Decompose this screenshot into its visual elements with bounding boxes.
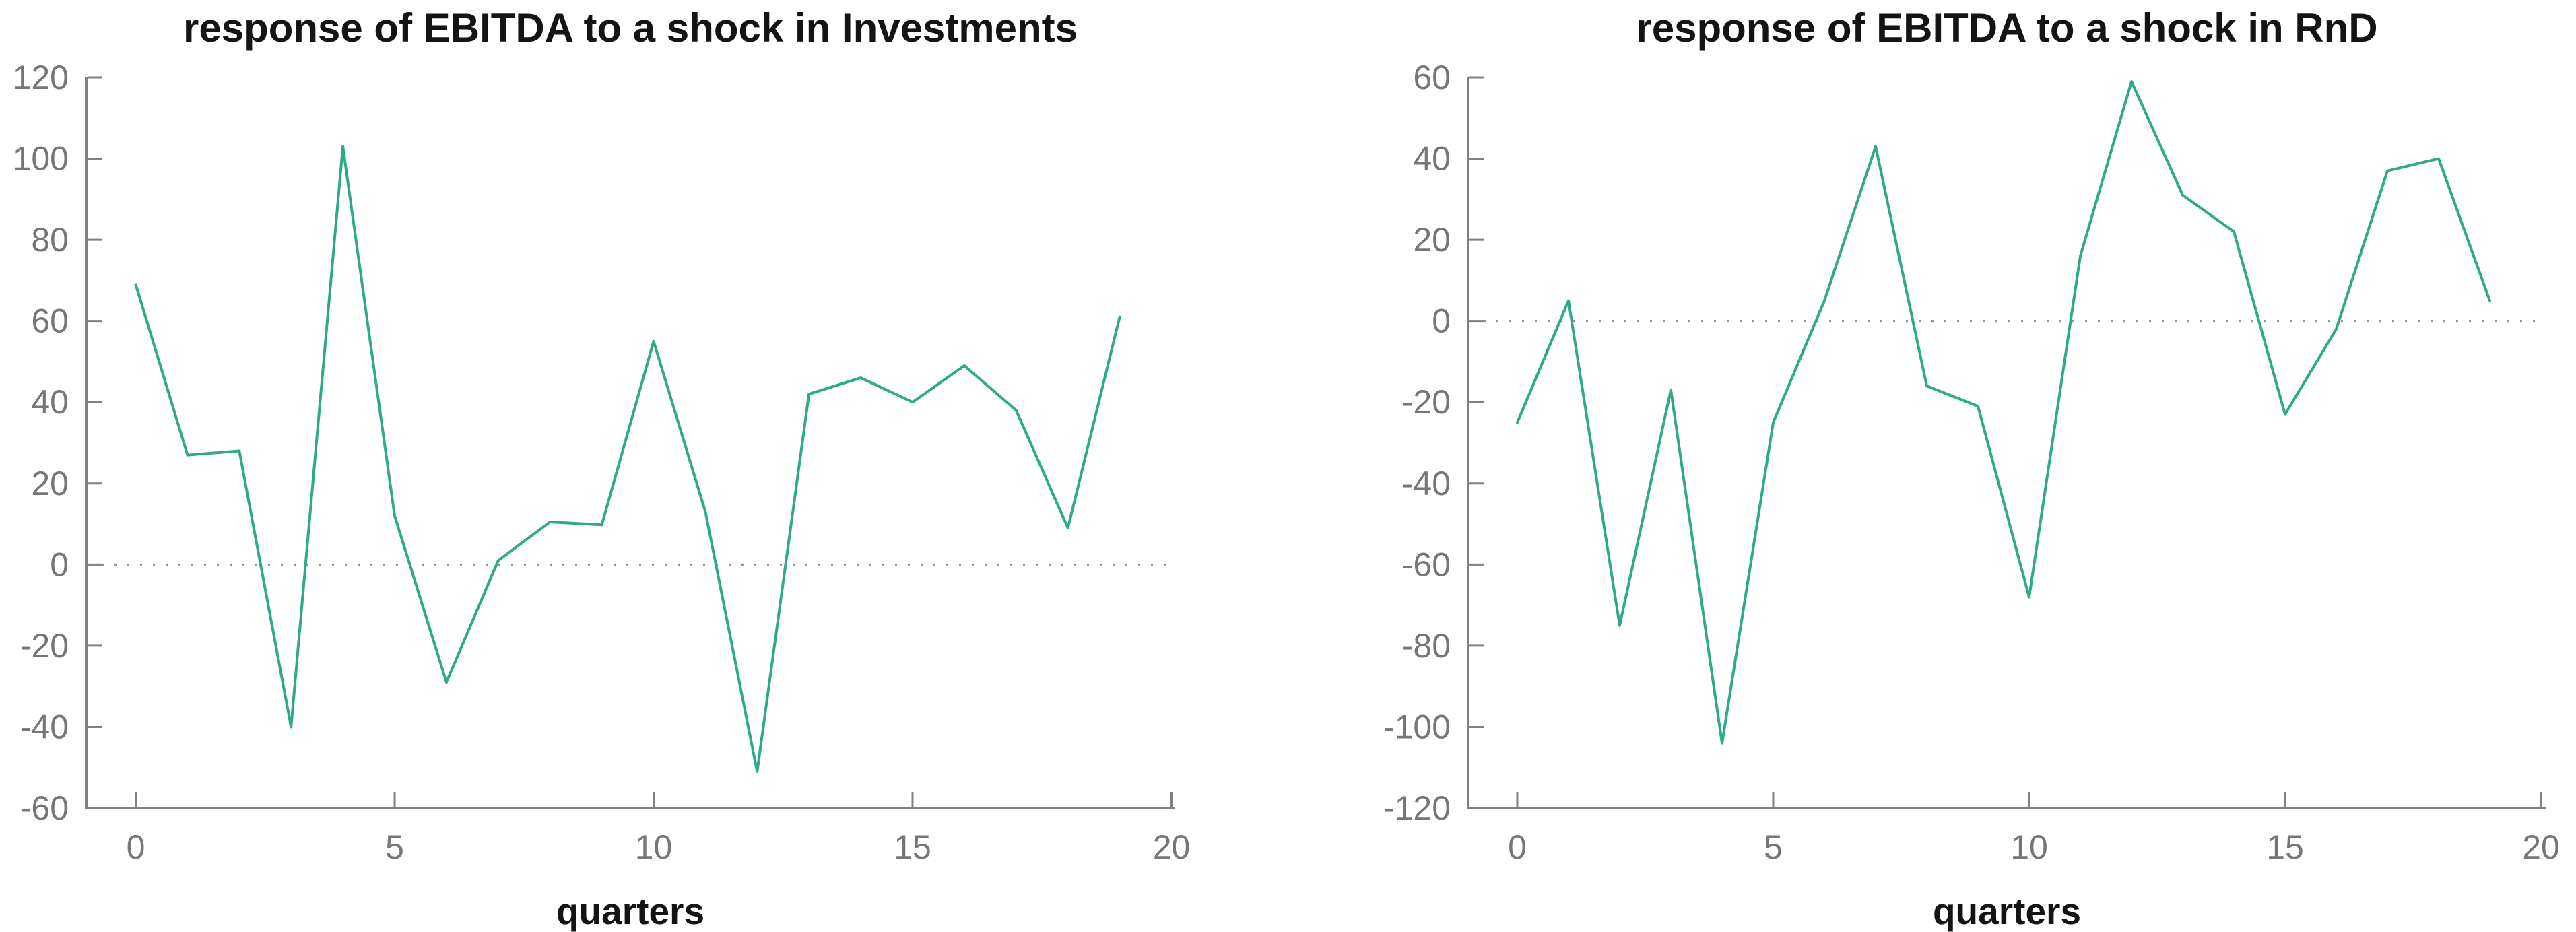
x-tick-label: 0 — [127, 828, 145, 866]
y-tick-label: -60 — [20, 789, 69, 827]
right-chart-xlabel: quarters — [1933, 890, 2081, 932]
x-tick-label: 5 — [1764, 828, 1783, 866]
y-tick-label: -120 — [1383, 789, 1451, 827]
y-tick-label: -60 — [1402, 545, 1451, 583]
right-chart-axes: 60 40 20 0 -20 -40 -60 -80 -100 -120 0 5 10 15 20 — [1383, 59, 2560, 866]
y-tick-label: 0 — [50, 545, 69, 583]
left-chart-axes: 120 100 80 60 40 20 0 -20 -40 -60 0 5 10 15 20 — [13, 59, 1191, 866]
left-chart: response of EBITDA to a shock in Investm… — [13, 5, 1191, 932]
right-chart: response of EBITDA to a shock in RnD 60 4… — [1383, 5, 2560, 932]
y-tick-label: -40 — [20, 708, 69, 745]
y-tick-label: 100 — [13, 140, 69, 178]
left-chart-title: response of EBITDA to a shock in Investm… — [183, 5, 1078, 51]
x-tick-label: 10 — [2010, 828, 2048, 866]
x-tick-label: 0 — [1508, 828, 1527, 866]
y-tick-label: -20 — [1402, 383, 1451, 421]
y-tick-label: 60 — [1413, 59, 1451, 96]
y-tick-label: 60 — [31, 302, 69, 340]
y-tick-label: -80 — [1402, 627, 1451, 665]
y-tick-label: 0 — [1432, 302, 1451, 340]
y-tick-label: -40 — [1402, 465, 1451, 502]
y-tick-label: 40 — [1413, 140, 1451, 178]
x-tick-label: 20 — [1153, 828, 1191, 866]
y-tick-label: 20 — [31, 465, 69, 502]
y-tick-label: 40 — [31, 383, 69, 421]
irf-series-line — [1516, 80, 2491, 745]
x-tick-label: 10 — [635, 828, 673, 866]
y-tick-label: 120 — [13, 59, 69, 96]
y-tick-label: 20 — [1413, 221, 1451, 259]
x-tick-label: 15 — [894, 828, 931, 866]
irf-series-line — [134, 145, 1121, 773]
x-tick-label: 5 — [385, 828, 404, 866]
y-tick-label: 80 — [31, 221, 69, 259]
left-chart-xlabel: quarters — [556, 890, 704, 932]
x-tick-label: 15 — [2266, 828, 2304, 866]
x-tick-label: 20 — [2522, 828, 2560, 866]
y-tick-label: -100 — [1383, 708, 1451, 745]
right-chart-title: response of EBITDA to a shock in RnD — [1636, 5, 2377, 51]
y-tick-label: -20 — [20, 627, 69, 665]
